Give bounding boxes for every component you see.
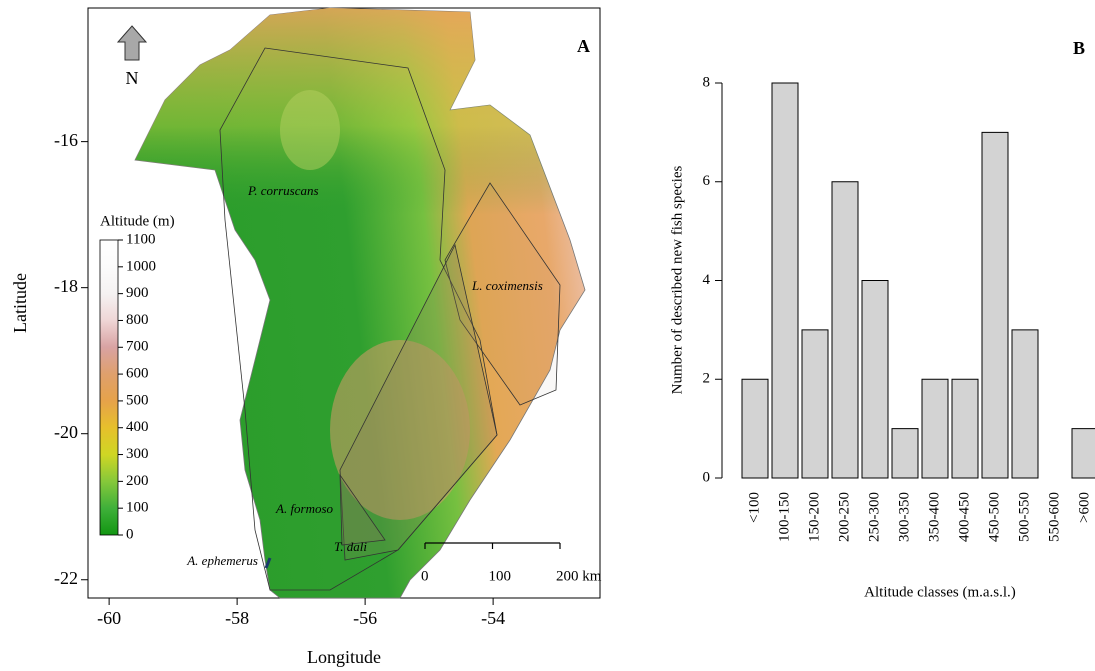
- legend-tick-label: 100: [126, 500, 149, 516]
- legend-title: Altitude (m): [100, 213, 175, 229]
- legend-tick-label: 300: [126, 446, 149, 462]
- figure: N A B Longitude Latitude Altitude (m) Al…: [0, 0, 1095, 671]
- legend-tick-label: 700: [126, 339, 149, 355]
- x-tick-label: -60: [97, 608, 121, 628]
- x-tick-label: -54: [481, 608, 505, 628]
- legend-tick-label: 1000: [126, 258, 156, 274]
- x-tick-label: 550-600: [1046, 492, 1062, 542]
- bar: [922, 379, 948, 478]
- legend-tick-label: 800: [126, 312, 149, 328]
- x-tick-label: 350-400: [926, 492, 942, 542]
- x-tick-label: 500-550: [1016, 492, 1032, 542]
- bar: [832, 182, 858, 478]
- x-tick-label: <100: [746, 492, 762, 523]
- legend-tick-label: 600: [126, 366, 149, 382]
- bar: [982, 132, 1008, 478]
- y-tick-label: 0: [703, 469, 711, 485]
- scale-bar-label: 100: [489, 568, 512, 584]
- bar: [742, 379, 768, 478]
- x-tick-label: >600: [1076, 492, 1092, 523]
- y-axis-label: Latitude: [10, 273, 30, 333]
- species-label: A. ephemerus: [186, 553, 258, 568]
- legend-tick-label: 900: [126, 285, 149, 301]
- y-tick-label: -18: [54, 276, 78, 296]
- page: N A B Longitude Latitude Altitude (m) Al…: [0, 0, 1095, 671]
- x-tick-label: -56: [353, 608, 377, 628]
- bar: [862, 281, 888, 479]
- x-tick-label: 100-150: [776, 492, 792, 542]
- species-label: A. formoso: [275, 501, 334, 516]
- x-axis-label: Altitude classes (m.a.s.l.): [864, 584, 1016, 600]
- scale-bar-label: 200 km: [556, 568, 602, 584]
- bar: [802, 330, 828, 478]
- x-tick-label: 400-450: [956, 492, 972, 542]
- north-label: N: [126, 68, 139, 88]
- bar: [1012, 330, 1038, 478]
- y-tick-label: -16: [54, 130, 78, 150]
- y-tick-label: 4: [703, 272, 711, 288]
- x-tick-label: 250-300: [866, 492, 882, 542]
- y-tick-label: 6: [703, 173, 711, 189]
- x-tick-label: 450-500: [986, 492, 1002, 542]
- scale-bar-label: 0: [421, 568, 429, 584]
- species-label: T. dali: [334, 539, 367, 554]
- color-bar: [100, 240, 118, 535]
- x-tick-label: -58: [225, 608, 249, 628]
- y-tick-label: 8: [703, 74, 711, 90]
- x-tick-label: 300-350: [896, 492, 912, 542]
- species-label: P. corruscans: [247, 183, 319, 198]
- legend-tick-label: 1100: [126, 231, 155, 247]
- bar: [892, 429, 918, 478]
- y-axis-label: Number of described new fish species: [669, 166, 685, 395]
- y-tick-label: 2: [703, 371, 711, 387]
- x-tick-label: 150-200: [806, 492, 822, 542]
- panel-label: B: [1073, 38, 1085, 58]
- legend-tick-label: 0: [126, 526, 134, 542]
- bar: [1072, 429, 1095, 478]
- legend-tick-label: 400: [126, 419, 149, 435]
- legend-tick-label: 200: [126, 473, 149, 489]
- x-tick-label: 200-250: [836, 492, 852, 542]
- bar: [772, 83, 798, 478]
- y-tick-label: -20: [54, 422, 78, 442]
- legend-tick-label: 500: [126, 392, 149, 408]
- y-tick-label: -22: [54, 568, 78, 588]
- panel-label: A: [577, 36, 590, 56]
- x-axis-label: Longitude: [307, 647, 381, 667]
- bar: [952, 379, 978, 478]
- species-label: L. coximensis: [471, 278, 543, 293]
